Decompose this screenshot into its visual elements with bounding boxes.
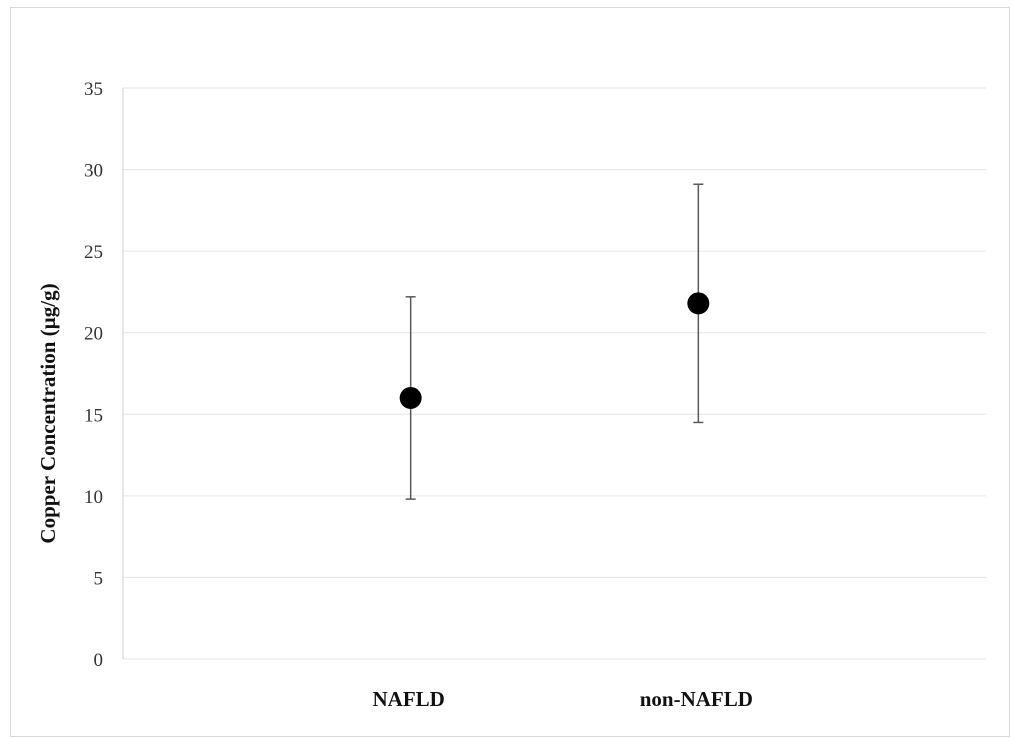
- x-category-labels: NAFLD non-NAFLD: [372, 687, 752, 711]
- gridlines: [123, 87, 986, 660]
- y-tick-label-25: 25: [84, 242, 103, 263]
- y-axis-label: Copper Concentration (µg/g): [36, 283, 60, 543]
- y-tick-label-30: 30: [84, 161, 103, 182]
- y-tick-label-35: 35: [84, 79, 103, 100]
- y-tick-label-5: 5: [94, 568, 104, 589]
- x-category-label-0: NAFLD: [372, 687, 444, 711]
- data-point-1: [687, 292, 710, 315]
- chart-frame: [10, 7, 1010, 737]
- data-point-0: [399, 386, 422, 409]
- y-tick-labels: 0 5 10 15 20 25 30 35: [84, 79, 103, 671]
- x-category-label-1: non-NAFLD: [640, 687, 753, 711]
- error-bars: [405, 183, 704, 500]
- y-tick-label-0: 0: [94, 650, 104, 671]
- y-tick-label-20: 20: [84, 324, 103, 345]
- y-tick-label-10: 10: [84, 487, 103, 508]
- y-tick-label-15: 15: [84, 405, 103, 426]
- data-points: [399, 292, 710, 409]
